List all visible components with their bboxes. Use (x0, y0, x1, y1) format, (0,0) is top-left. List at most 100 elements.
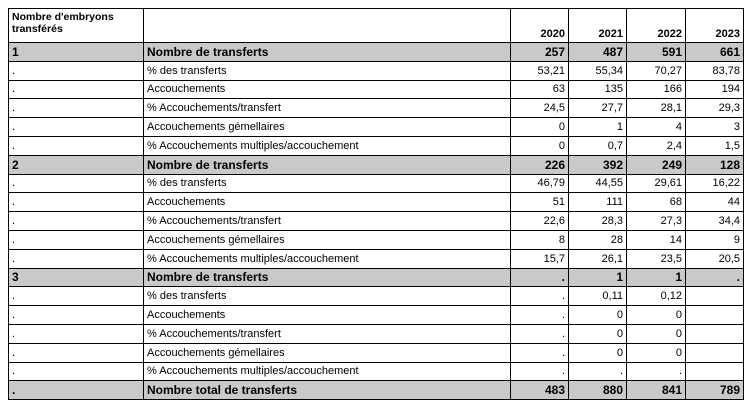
value-cell: 44,55 (568, 173, 627, 194)
group-row: . Nombre total de transferts 483 880 841 789 (8, 380, 744, 401)
label-cell: % Accouchements/transfert (143, 323, 511, 344)
value-cell: 487 (568, 42, 627, 62)
value-cell (685, 323, 744, 344)
value-cell: 0 (626, 323, 686, 344)
value-cell: 63 (510, 79, 569, 100)
label-cell: Nombre total de transferts (143, 380, 511, 401)
value-cell: 29,61 (626, 173, 686, 194)
data-row: . Accouchements gémellaires 0 1 4 3 (8, 117, 744, 137)
value-cell: 0 (626, 305, 686, 325)
value-cell: 26,1 (568, 248, 627, 269)
value-cell: . (626, 361, 686, 382)
data-row: .% des transferts. 0,11 0,12 (8, 286, 744, 307)
label-cell: Nombre de transferts (143, 42, 511, 62)
data-row: . Accouchements. 0 0 (8, 305, 744, 325)
value-cell: 46,79 (510, 173, 569, 194)
label-cell: Nombre de transferts (143, 154, 511, 175)
label-cell: Accouchements (143, 192, 511, 213)
group-cell: . (8, 192, 144, 213)
data-row: .% Accouchements/transfert 24,5 27,7 28,1 29… (8, 98, 744, 119)
value-cell: 841 (626, 380, 686, 401)
value-cell: 1 (568, 117, 627, 137)
value-cell: 1 (626, 267, 686, 288)
table-body: Nombre d'embryons transférés 2020 2021 2… (8, 8, 744, 401)
value-cell: 83,78 (685, 60, 744, 81)
value-cell: . (568, 361, 627, 382)
value-cell: 2,4 (626, 135, 686, 156)
value-cell: 257 (510, 42, 569, 62)
value-cell: . (510, 286, 569, 307)
value-cell: 28,3 (568, 211, 627, 231)
value-cell: 135 (568, 79, 627, 100)
label-cell: % Accouchements multiples/accouchement (143, 135, 511, 156)
data-row: .% Accouchements multiples/accouchement.… (8, 361, 744, 382)
label-cell: Accouchements (143, 79, 511, 100)
value-cell: 0,7 (568, 135, 627, 156)
group-row: 3 Nombre de transferts. 1 1. (8, 267, 744, 288)
value-cell: 8 (510, 229, 569, 250)
group-cell: . (8, 60, 144, 81)
value-cell: 0,11 (568, 286, 627, 307)
group-cell: . (8, 98, 144, 119)
data-row: . Accouchements gémellaires. 0 0 (8, 342, 744, 363)
group-cell: . (8, 342, 144, 363)
value-cell: 1 (568, 267, 627, 288)
value-cell: 591 (626, 42, 686, 62)
label-cell: Nombre de transferts (143, 267, 511, 288)
value-cell: . (685, 267, 744, 288)
value-cell (685, 305, 744, 325)
value-cell: . (510, 342, 569, 363)
group-cell: 1 (8, 42, 144, 62)
value-cell: 14 (626, 229, 686, 250)
value-cell (685, 286, 744, 307)
label-cell: % Accouchements/transfert (143, 98, 511, 119)
value-cell (685, 342, 744, 363)
value-cell: 0 (510, 135, 569, 156)
group-cell: . (8, 79, 144, 100)
value-cell: . (510, 267, 569, 288)
data-row: .% des transferts 46,79 44,55 29,61 16,22 (8, 173, 744, 194)
value-cell: 29,3 (685, 98, 744, 119)
group-cell: . (8, 361, 144, 382)
label-cell: % Accouchements multiples/accouchement (143, 248, 511, 269)
value-cell: 0 (510, 117, 569, 137)
group-cell: 2 (8, 154, 144, 175)
value-cell: 0 (568, 342, 627, 363)
value-cell: 111 (568, 192, 627, 213)
header-cell: 2020 (510, 8, 569, 43)
value-cell: 661 (685, 42, 744, 62)
value-cell: 0,12 (626, 286, 686, 307)
data-row: .% Accouchements/transfert. 0 0 (8, 323, 744, 344)
value-cell: 0 (626, 342, 686, 363)
value-cell: 70,27 (626, 60, 686, 81)
value-cell: 22,6 (510, 211, 569, 231)
group-cell: . (8, 229, 144, 250)
group-cell: . (8, 173, 144, 194)
data-row: .% Accouchements/transfert 22,6 28,3 27,3 34… (8, 211, 744, 231)
value-cell: 194 (685, 79, 744, 100)
group-row: 1 Nombre de transferts 257 487 591 661 (8, 42, 744, 62)
value-cell: 24,5 (510, 98, 569, 119)
group-cell: . (8, 117, 144, 137)
header-cell (143, 8, 511, 43)
label-cell: % Accouchements/transfert (143, 211, 511, 231)
value-cell: 789 (685, 380, 744, 401)
label-cell: % des transferts (143, 60, 511, 81)
header-row: Nombre d'embryons transférés 2020 2021 2… (8, 8, 744, 43)
value-cell: 128 (685, 154, 744, 175)
value-cell: . (510, 323, 569, 344)
value-cell: 27,3 (626, 211, 686, 231)
value-cell: . (510, 305, 569, 325)
group-cell: . (8, 135, 144, 156)
value-cell: 20,5 (685, 248, 744, 269)
data-row: . Accouchements 63 135 166 194 (8, 79, 744, 100)
value-cell: 28,1 (626, 98, 686, 119)
data-row: .% des transferts 53,21 55,34 70,27 83,78 (8, 60, 744, 81)
group-cell: . (8, 286, 144, 307)
value-cell: 23,5 (626, 248, 686, 269)
value-cell: 55,34 (568, 60, 627, 81)
value-cell: 392 (568, 154, 627, 175)
header-cell: 2023 (685, 8, 744, 43)
group-row: 2 Nombre de transferts 226 392 249 128 (8, 154, 744, 175)
value-cell: 44 (685, 192, 744, 213)
